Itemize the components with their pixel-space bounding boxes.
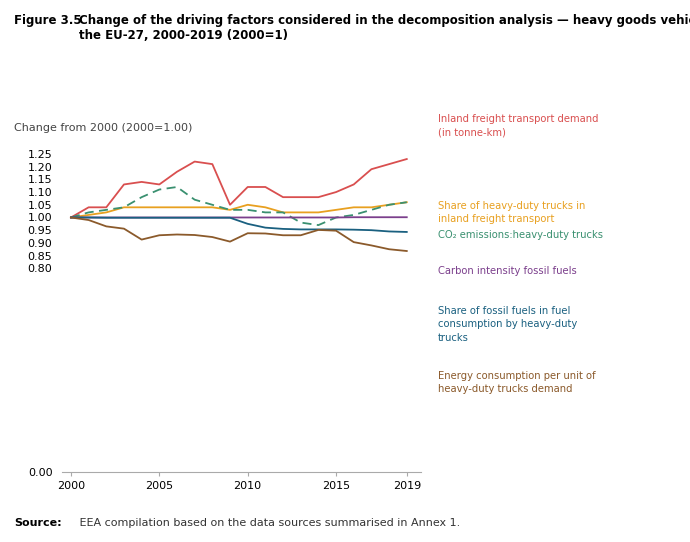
Text: Change of the driving factors considered in the decomposition analysis — heavy g: Change of the driving factors considered…: [79, 14, 690, 42]
Text: Share of fossil fuels in fuel
consumption by heavy-duty
trucks: Share of fossil fuels in fuel consumptio…: [438, 306, 578, 343]
Text: Share of heavy-duty trucks in
inland freight transport: Share of heavy-duty trucks in inland fre…: [438, 201, 586, 224]
Text: Figure 3.5: Figure 3.5: [14, 14, 81, 27]
Text: Carbon intensity fossil fuels: Carbon intensity fossil fuels: [438, 266, 577, 275]
Text: Inland freight transport demand
(in tonne-km): Inland freight transport demand (in tonn…: [438, 114, 599, 137]
Text: EEA compilation based on the data sources summarised in Annex 1.: EEA compilation based on the data source…: [62, 519, 460, 528]
Text: Energy consumption per unit of
heavy-duty trucks demand: Energy consumption per unit of heavy-dut…: [438, 371, 595, 395]
Text: CO₂ emissions:heavy-duty trucks: CO₂ emissions:heavy-duty trucks: [438, 230, 603, 240]
Text: Source:: Source:: [14, 519, 61, 528]
Text: Change from 2000 (2000=1.00): Change from 2000 (2000=1.00): [14, 123, 193, 133]
